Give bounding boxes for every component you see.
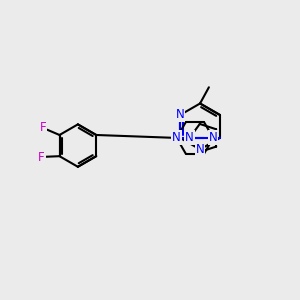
Text: N: N: [209, 131, 218, 144]
Text: N: N: [172, 131, 181, 144]
Text: F: F: [40, 121, 46, 134]
Text: N: N: [176, 109, 184, 122]
Text: N: N: [185, 131, 194, 144]
Text: F: F: [38, 151, 45, 164]
Text: N: N: [196, 143, 204, 156]
